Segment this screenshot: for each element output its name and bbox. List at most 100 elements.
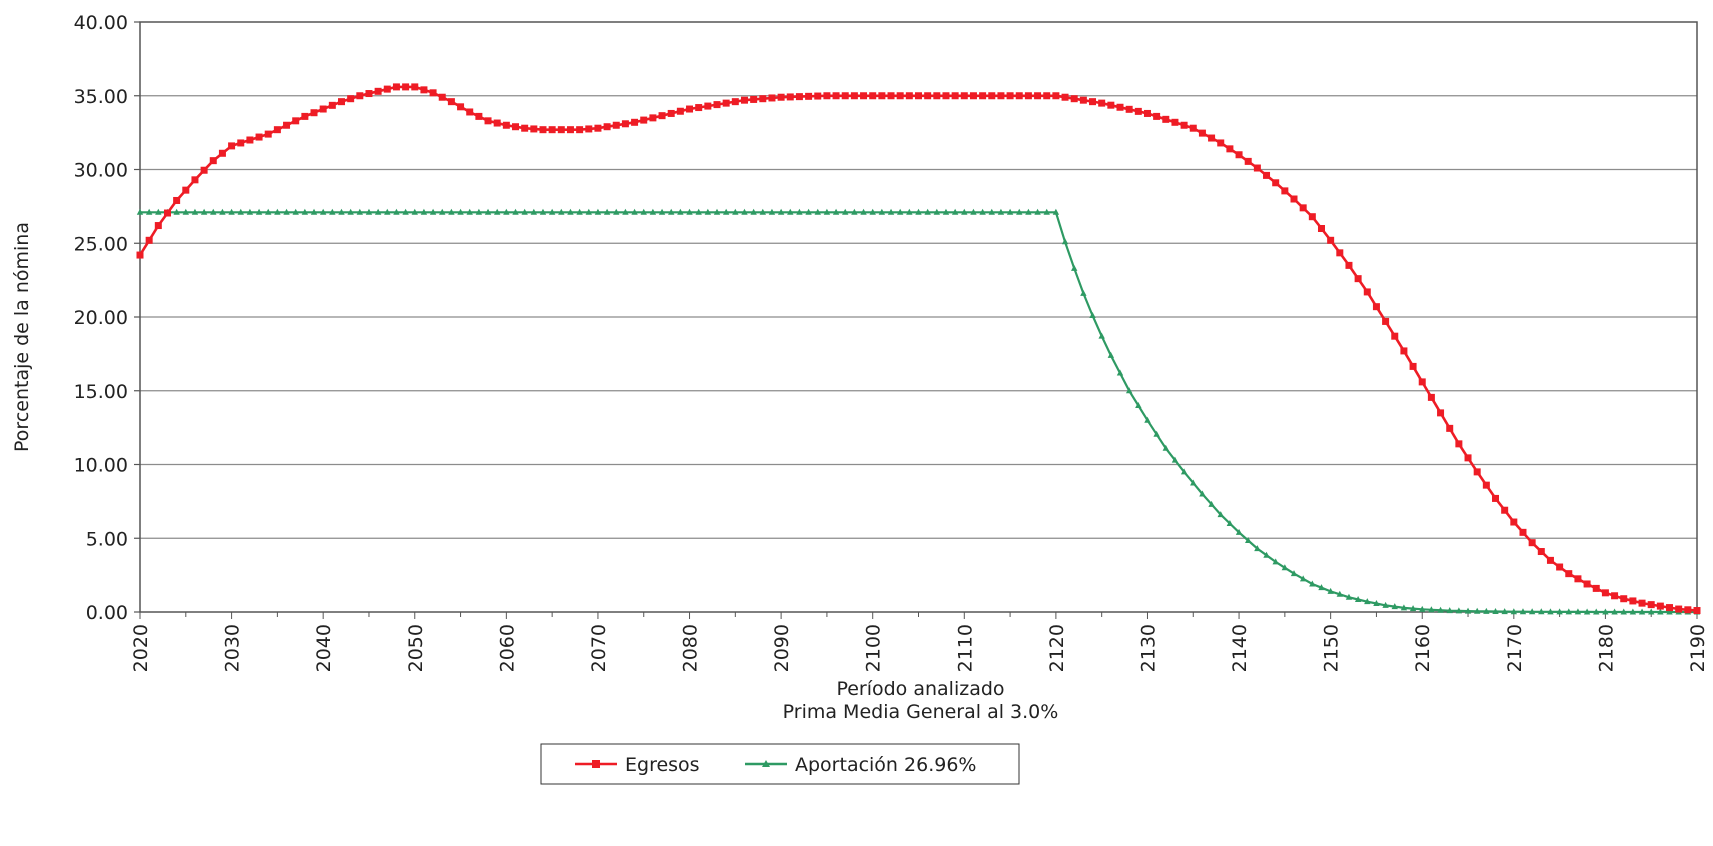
data-point [1583,580,1591,588]
data-point [1446,424,1454,432]
data-point [933,92,941,100]
data-point [1245,536,1252,543]
data-point [814,208,821,215]
data-point [1510,518,1518,526]
data-point [732,208,739,215]
data-point [1372,303,1380,311]
y-tick-label: 0.00 [86,602,128,624]
data-point [136,208,144,215]
data-point [842,208,849,215]
data-point [704,102,712,110]
data-point [649,208,657,215]
data-point [466,208,473,215]
data-point [383,85,391,93]
x-tick-label: 2150 [1321,624,1343,672]
y-tick-label: 35.00 [74,86,128,108]
data-point [1537,548,1545,556]
data-point [594,124,602,132]
data-point [439,208,446,215]
data-point [1373,600,1380,607]
data-point [1107,351,1115,358]
data-point [1437,409,1445,417]
data-point [1043,208,1050,215]
data-point [622,208,629,215]
data-point [667,109,675,117]
x-tick-label: 2020 [130,624,152,672]
data-point [970,208,977,215]
data-point [228,142,236,150]
data-point [1070,95,1078,103]
data-point [530,125,538,133]
data-point [1345,261,1353,269]
data-point [1217,139,1225,147]
data-point [1299,204,1307,212]
data-point [1043,92,1051,100]
data-point [155,208,162,215]
data-point [1034,208,1041,215]
data-point [530,208,538,215]
data-point [411,208,418,215]
data-point [613,208,620,215]
data-point [1528,608,1536,615]
data-point [438,93,446,101]
data-point [832,208,840,215]
data-point [869,208,876,215]
data-point [1647,601,1655,609]
data-point [759,95,767,103]
data-point [741,208,748,215]
data-point [621,120,629,128]
data-point [1336,249,1344,257]
data-point [576,208,583,215]
data-point [850,92,858,100]
data-point [1556,608,1563,615]
data-point [1198,129,1206,137]
data-point [1061,238,1069,245]
data-point [841,92,849,100]
data-point [228,208,235,215]
data-point [1546,556,1554,564]
data-point [1089,312,1096,319]
data-point [493,208,501,215]
data-point [805,208,812,215]
data-point [796,208,803,215]
data-point [1592,584,1600,592]
data-point [356,208,364,215]
data-point [942,92,950,100]
data-point [1409,362,1417,370]
data-point [1199,490,1206,497]
legend-marker [592,760,600,768]
data-point [1290,195,1298,203]
x-tick-label: 2130 [1137,624,1159,672]
data-point [1464,607,1472,614]
x-tick-label: 2140 [1229,624,1251,672]
data-point [1116,103,1124,111]
data-point [237,208,244,215]
data-point [384,208,391,215]
y-tick-label: 10.00 [74,455,128,477]
data-point [997,92,1005,100]
data-point [1098,332,1105,339]
data-point [1492,607,1499,614]
data-point [1547,608,1554,615]
series-aportacion [136,208,1701,615]
data-point [1657,608,1664,615]
series-egresos [136,83,1701,615]
data-point [860,92,868,100]
data-point [695,104,703,112]
data-point [493,119,501,127]
x-tick-label: 2030 [222,624,244,672]
data-point [1574,575,1582,583]
data-point [539,126,547,134]
data-point [1418,378,1426,386]
data-point [1135,402,1142,408]
data-point [814,92,822,100]
x-tick-label: 2190 [1687,624,1709,672]
data-point [731,98,739,106]
data-point [1024,92,1032,100]
data-point [1501,608,1508,615]
x-tick-label: 2120 [1046,624,1068,672]
data-point [292,208,299,215]
data-point [429,89,437,97]
data-point [1235,151,1243,159]
series-line [140,211,1697,614]
